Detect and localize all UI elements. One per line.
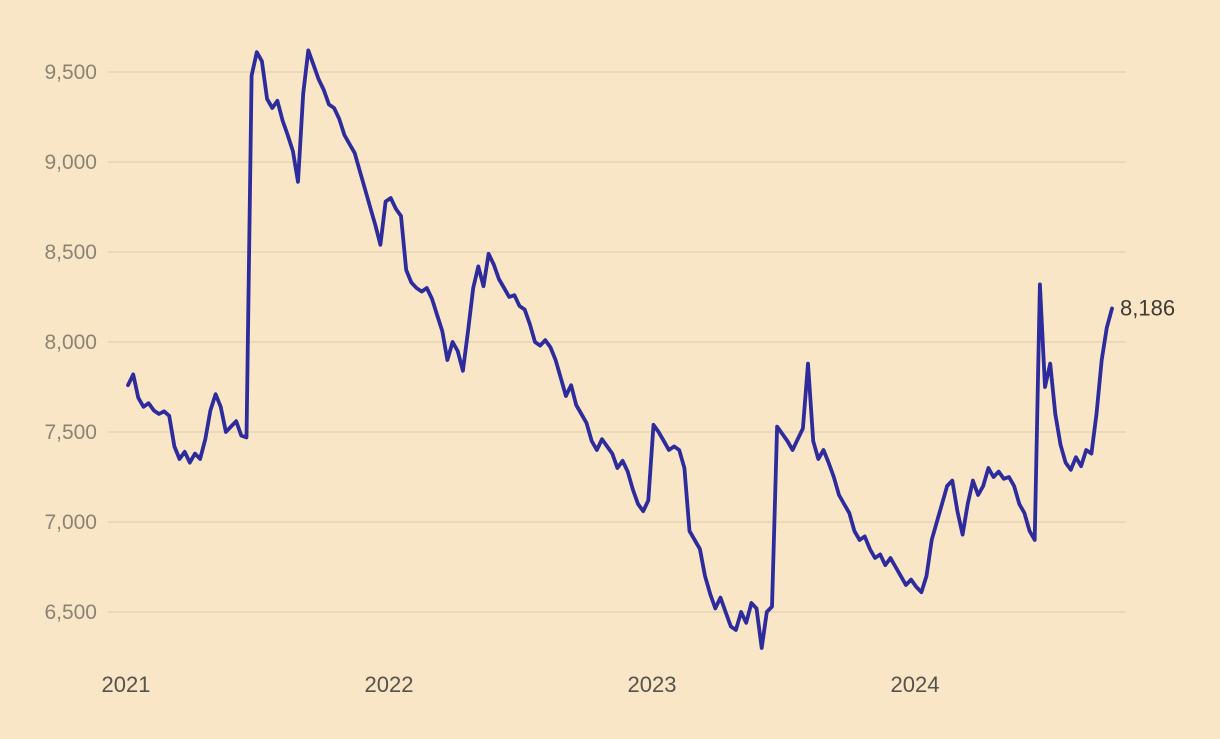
y-tick-label: 6,500: [44, 601, 97, 624]
gridlines: [108, 71, 1126, 613]
x-tick-label: 2022: [365, 672, 414, 697]
x-axis-labels: 2021 2022 2023 2024: [102, 672, 940, 697]
x-tick-label: 2023: [628, 672, 677, 697]
y-tick-label: 9,500: [44, 61, 97, 84]
x-tick-label: 2024: [891, 672, 940, 697]
y-tick-label: 7,500: [44, 421, 97, 444]
series-line: [126, 48, 1114, 650]
last-value-label: 8,186: [1120, 296, 1175, 321]
y-axis-labels: 9,500 9,000 8,500 8,000 7,500 7,000 6,500: [44, 61, 97, 624]
y-tick-label: 9,000: [44, 151, 97, 174]
y-tick-label: 8,000: [44, 331, 97, 354]
y-tick-label: 8,500: [44, 241, 97, 264]
x-tick-label: 2021: [102, 672, 151, 697]
y-tick-label: 7,000: [44, 511, 97, 534]
